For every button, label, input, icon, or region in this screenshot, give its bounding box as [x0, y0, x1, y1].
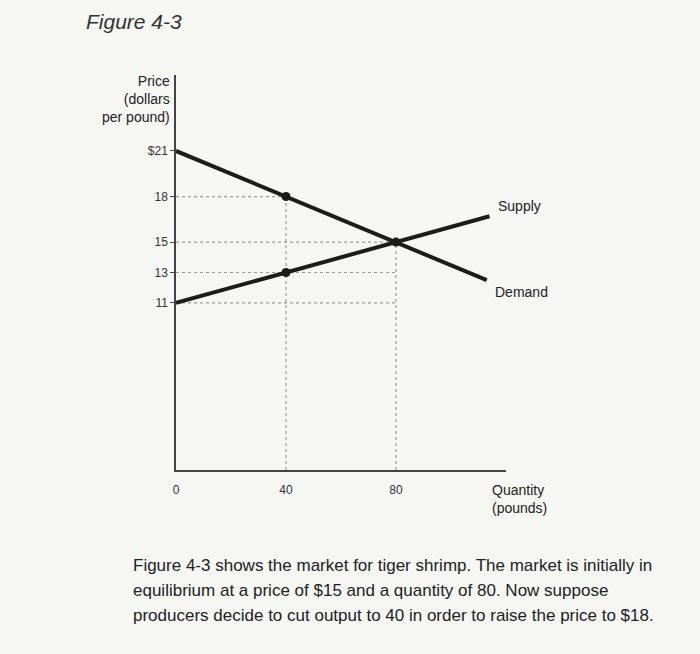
svg-text:$21: $21: [148, 144, 168, 158]
svg-text:80: 80: [389, 483, 403, 497]
svg-text:11: 11: [155, 296, 168, 310]
svg-text:0: 0: [173, 483, 180, 497]
svg-text:18: 18: [154, 190, 168, 204]
svg-text:Supply: Supply: [498, 198, 541, 214]
html-text:Figure 4-3 shows the market fo: Figure 4-3 shows the market for tiger sh…: [133, 556, 654, 625]
svg-text:Demand: Demand: [495, 284, 548, 300]
html-text:Figure 4-3: Figure 4-3: [86, 10, 182, 33]
svg-text:Price(dollarsper pound): Price(dollarsper pound): [102, 73, 170, 125]
svg-text:13: 13: [154, 266, 168, 280]
svg-text:40: 40: [279, 483, 293, 497]
svg-text:Quantity(pounds): Quantity(pounds): [492, 482, 547, 516]
svg-text:15: 15: [154, 235, 168, 249]
